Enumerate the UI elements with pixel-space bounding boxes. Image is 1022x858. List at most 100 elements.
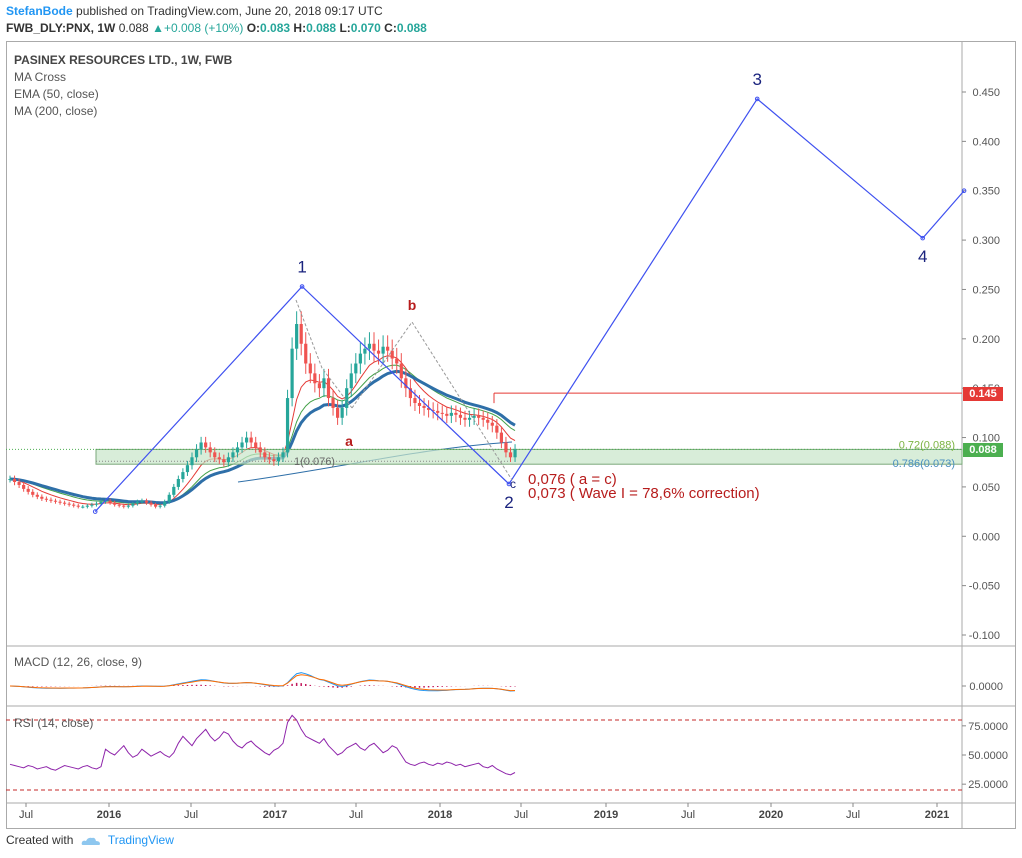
x-tick-label: Jul — [349, 809, 363, 821]
candle-body — [185, 465, 190, 473]
candle-body — [22, 484, 26, 489]
candle-body — [381, 346, 385, 354]
wave-label-4: 4 — [918, 247, 927, 266]
rsi-line — [9, 714, 516, 776]
candle-body — [126, 505, 130, 507]
candle-body — [508, 452, 513, 458]
tradingview-link[interactable]: TradingView — [107, 833, 174, 847]
candle-body — [81, 506, 85, 508]
legend-ma-cross[interactable]: MA Cross — [14, 70, 67, 84]
x-tick-label: 2021 — [925, 809, 949, 821]
candle-body — [285, 398, 290, 453]
annotation-a-equals-c: 0,076 ( a = c) — [528, 471, 617, 488]
candle-body — [317, 383, 321, 389]
x-tick-label: Jul — [184, 809, 198, 821]
x-tick-label: 2018 — [428, 809, 452, 821]
tradingview-cloud-icon — [81, 837, 100, 845]
footer: Created with TradingView — [6, 833, 174, 847]
candle-body — [272, 459, 276, 462]
y-tick-label: 0.300 — [972, 235, 1000, 247]
wave-point — [299, 284, 305, 289]
wave-label-1: 1 — [297, 257, 306, 276]
candle-body — [399, 363, 403, 379]
candle-body — [299, 324, 303, 344]
x-tick-label: Jul — [681, 809, 695, 821]
rsi-label[interactable]: RSI (14, close) — [14, 716, 94, 730]
high-label: H: — [293, 21, 307, 35]
candle-body — [408, 388, 412, 399]
chart-frame — [6, 41, 1016, 829]
wave-label-2: 2 — [504, 493, 513, 512]
candle-body — [135, 501, 139, 504]
candle-body — [463, 417, 467, 420]
candle-body — [117, 504, 121, 506]
candle-body — [313, 373, 317, 384]
candle-body — [208, 447, 212, 453]
candle-body — [144, 500, 149, 503]
candle-body — [454, 412, 458, 415]
candle-body — [345, 388, 349, 408]
candle-body — [499, 432, 503, 443]
y-tick-label: 0.200 — [972, 334, 1000, 346]
candle-body — [254, 442, 258, 448]
candle-body — [276, 457, 281, 462]
candle-body — [217, 457, 221, 460]
candle-body — [8, 479, 12, 481]
candle-body — [340, 407, 344, 418]
x-tick-label: 2019 — [594, 809, 618, 821]
candle-body — [85, 505, 89, 507]
candle-body — [481, 417, 485, 420]
fib-level-072-label: 0.72(0.088) — [899, 439, 955, 451]
candle-body — [304, 343, 308, 364]
candle-body — [308, 363, 312, 374]
candle-body — [190, 457, 194, 466]
ema-fast-line — [9, 355, 516, 506]
legend-title: PASINEX RESOURCES LTD., 1W, FWB — [14, 53, 233, 67]
candle-body — [181, 472, 185, 480]
publish-line: StefanBode published on TradingView.com,… — [6, 4, 383, 18]
rsi-tick-label: 50.0000 — [968, 750, 1008, 762]
low-value: 0.070 — [350, 21, 381, 35]
candle-body — [35, 494, 39, 497]
candle-body — [436, 410, 440, 413]
candle-body — [281, 452, 285, 458]
subwave-a-path — [295, 299, 353, 409]
y-tick-label: -0.050 — [969, 581, 1000, 593]
open-value: 0.083 — [260, 21, 291, 35]
candle-body — [486, 419, 490, 423]
candle-body — [240, 442, 244, 448]
wave-point — [754, 96, 760, 102]
candle-body — [267, 457, 271, 460]
candles — [8, 311, 517, 509]
author-link[interactable]: StefanBode — [6, 4, 73, 18]
candle-body — [263, 452, 267, 458]
close-label: C: — [384, 21, 397, 35]
legend-ma-200[interactable]: MA (200, close) — [14, 104, 98, 118]
candle-body — [199, 442, 203, 450]
candle-body — [490, 422, 494, 426]
candle-body — [358, 353, 362, 364]
candle-body — [108, 500, 112, 503]
macd-label[interactable]: MACD (12, 26, close, 9) — [14, 655, 143, 669]
legend-ema-50[interactable]: EMA (50, close) — [14, 87, 99, 101]
candle-body — [404, 378, 408, 389]
candle-body — [140, 500, 144, 502]
candle-body — [149, 502, 153, 505]
resistance-line — [493, 392, 962, 404]
candle-body — [103, 500, 108, 502]
candle-body — [245, 437, 249, 443]
y-tick-label: 0.000 — [972, 531, 1000, 543]
elliott-wave: 1 2 3 4 a b c 0,076 ( a = c)0,073 ( Wave I = 78… — [92, 70, 967, 514]
candle-body — [204, 442, 208, 448]
candle-body — [367, 343, 372, 349]
rsi-tick-label: 75.0000 — [968, 721, 1008, 733]
candle-body — [12, 479, 17, 482]
candle-body — [231, 452, 235, 458]
candle-body — [513, 449, 517, 458]
candle-body — [122, 505, 126, 507]
candle-body — [477, 415, 481, 418]
candle-body — [504, 442, 508, 453]
candle-body — [363, 348, 367, 354]
up-triangle-icon: ▲ — [152, 21, 164, 35]
